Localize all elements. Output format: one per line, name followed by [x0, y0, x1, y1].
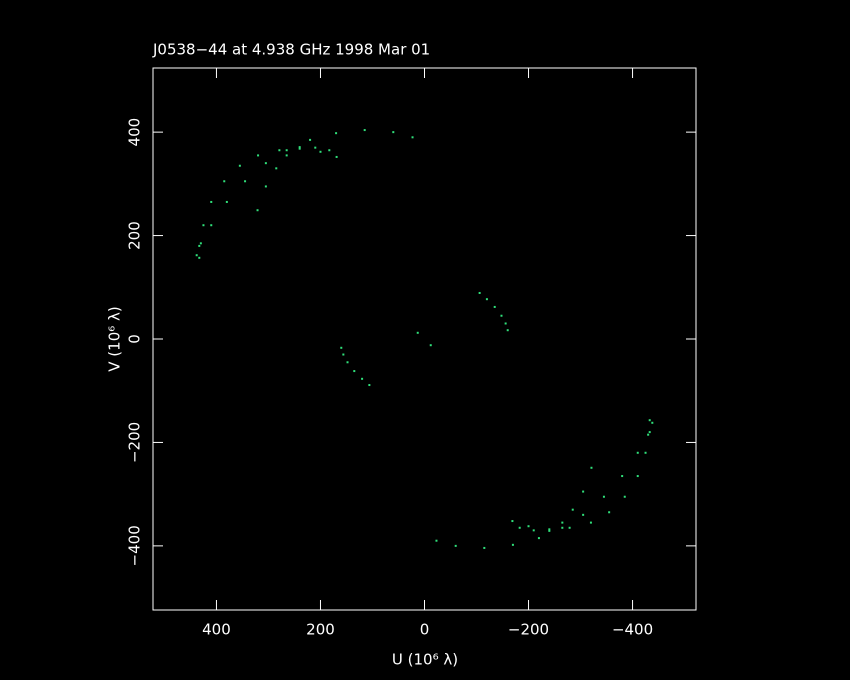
uv-point [340, 346, 343, 349]
uv-point [285, 154, 288, 157]
uv-point [238, 164, 241, 167]
uv-point [548, 528, 551, 531]
y-tick-label: −200 [126, 422, 144, 463]
uv-point [198, 256, 201, 259]
uv-point [582, 490, 585, 493]
uv-point [335, 155, 338, 158]
uv-point [335, 132, 338, 135]
uv-point [309, 138, 312, 141]
uv-point [493, 305, 496, 308]
uv-point [346, 361, 349, 364]
uv-point [195, 254, 198, 257]
uv-point [621, 475, 624, 478]
uv-point [257, 154, 260, 157]
uv-point [454, 544, 457, 547]
uv-point [368, 384, 371, 387]
uv-point [478, 291, 481, 294]
uv-point [500, 314, 503, 317]
y-tick-label: 200 [126, 221, 144, 250]
uv-point [411, 136, 414, 139]
uv-point [636, 475, 639, 478]
uv-point [651, 421, 654, 424]
uv-point [511, 543, 514, 546]
uv-point [225, 200, 228, 203]
uv-point [608, 511, 611, 514]
y-tick-label: −400 [126, 525, 144, 566]
uv-point [561, 526, 564, 529]
uv-point [483, 546, 486, 549]
uv-point [298, 147, 301, 150]
x-axis-label: U (10⁶ λ) [392, 651, 458, 669]
uv-point [298, 146, 301, 149]
chart-title: J0538−44 at 4.938 GHz 1998 Mar 01 [152, 41, 430, 59]
uv-point [648, 431, 651, 434]
y-tick-label: 400 [126, 118, 144, 147]
x-tick-label: 400 [202, 621, 231, 639]
uv-point [319, 150, 322, 153]
uv-point [582, 513, 585, 516]
uv-point [210, 200, 213, 203]
y-axis-label: V (10⁶ λ) [106, 306, 124, 371]
uv-point [647, 433, 650, 436]
uv-point [644, 451, 647, 454]
uv-point [202, 224, 205, 227]
uv-point [527, 525, 530, 528]
uv-point [198, 244, 201, 247]
uv-point [210, 224, 213, 227]
uv-point [244, 180, 247, 183]
uv-point [429, 344, 432, 347]
uv-point [264, 185, 267, 188]
uv-point [561, 521, 564, 524]
uv-point [511, 520, 514, 523]
uv-point [537, 537, 540, 540]
uv-point [518, 526, 521, 529]
uv-point [353, 370, 356, 373]
uv-point [328, 149, 331, 152]
plot-frame [152, 67, 697, 611]
uv-point [623, 495, 626, 498]
uv-point [392, 131, 395, 134]
uv-point [504, 322, 507, 325]
uv-point [416, 331, 419, 334]
x-tick-label: 200 [306, 621, 335, 639]
uv-point [363, 129, 366, 132]
uv-point [199, 242, 202, 245]
uv-point [602, 495, 605, 498]
uv-point [314, 146, 317, 149]
uv-point [435, 539, 438, 542]
uv-point [485, 298, 488, 301]
uv-point [589, 521, 592, 524]
uv-point [342, 353, 345, 356]
uv-point [568, 526, 571, 529]
x-tick-label: 0 [420, 621, 430, 639]
uv-point [361, 377, 364, 380]
uv-point [590, 466, 593, 469]
x-tick-label: −400 [612, 621, 653, 639]
uv-point [532, 529, 535, 532]
uv-point [506, 329, 509, 332]
uv-point [571, 508, 574, 511]
uv-point [636, 451, 639, 454]
uv-point [648, 419, 651, 422]
uv-point [275, 167, 278, 170]
uv-point [285, 149, 288, 152]
x-tick-label: −200 [508, 621, 549, 639]
uv-point [548, 529, 551, 532]
y-tick-label: 0 [126, 334, 144, 344]
uv-point [278, 149, 281, 152]
uv-point [223, 180, 226, 183]
uv-point [256, 209, 259, 212]
uv-point [264, 162, 267, 165]
